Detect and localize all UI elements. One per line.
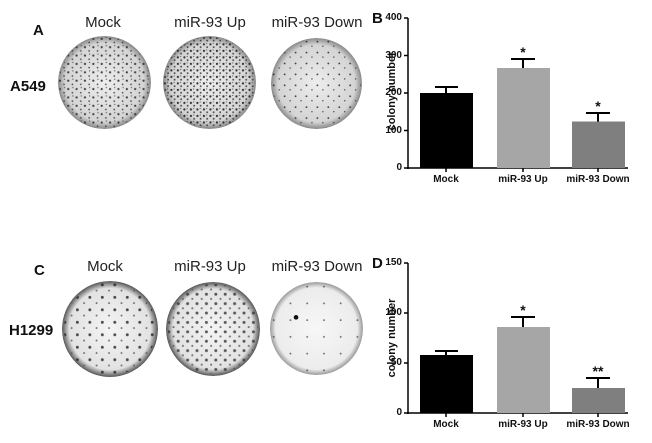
dish-image-h1299-down bbox=[270, 282, 363, 375]
y-tick-label: 200 bbox=[385, 87, 402, 98]
y-tick-label: 0 bbox=[396, 407, 402, 418]
dish-image-h1299-up bbox=[166, 282, 260, 376]
chart-b-plot bbox=[404, 17, 628, 172]
x-tick-label: miR-93 Up bbox=[498, 419, 548, 430]
y-tick-label: 100 bbox=[385, 125, 402, 136]
x-tick-label: miR-93 Down bbox=[566, 174, 630, 185]
col-label-up-a: miR-93 Up bbox=[174, 14, 246, 31]
col-label-up-c: miR-93 Up bbox=[174, 258, 246, 275]
significance-marker: * bbox=[520, 44, 526, 60]
y-tick-label: 400 bbox=[385, 12, 402, 23]
y-tick-label: 300 bbox=[385, 50, 402, 61]
col-label-mock-a: Mock bbox=[85, 14, 121, 31]
x-tick-label: miR-93 Down bbox=[566, 419, 630, 430]
cell-line-label-a549: A549 bbox=[10, 78, 46, 95]
y-tick-label: 150 bbox=[385, 257, 402, 268]
panel-letter-c: C bbox=[34, 262, 45, 279]
col-label-down-c: miR-93 Down bbox=[271, 258, 363, 275]
x-tick-label: Mock bbox=[433, 419, 459, 430]
bar-chart-b: colony number 400 300 200 100 0 * * Mock… bbox=[0, 0, 652, 200]
col-label-down-a: miR-93 Down bbox=[271, 14, 363, 31]
significance-marker: * bbox=[595, 98, 601, 114]
x-tick-label: Mock bbox=[433, 174, 459, 185]
col-label-mock-c: Mock bbox=[87, 258, 123, 275]
significance-marker: ** bbox=[592, 363, 604, 379]
panel-letter-d: D bbox=[372, 255, 383, 272]
y-tick-label: 50 bbox=[390, 357, 402, 368]
dish-image-a549-mock bbox=[58, 36, 151, 129]
panel-letter-b: B bbox=[372, 10, 383, 27]
dish-image-h1299-mock bbox=[62, 281, 158, 377]
dish-image-a549-down bbox=[271, 38, 362, 129]
x-tick-label: miR-93 Up bbox=[498, 174, 548, 185]
cell-line-label-h1299: H1299 bbox=[9, 322, 54, 339]
y-tick-label: 0 bbox=[396, 162, 402, 173]
y-tick-label: 100 bbox=[385, 307, 402, 318]
significance-marker: * bbox=[520, 302, 526, 318]
panel-letter-a: A bbox=[33, 22, 44, 39]
dish-image-a549-up bbox=[163, 36, 256, 129]
